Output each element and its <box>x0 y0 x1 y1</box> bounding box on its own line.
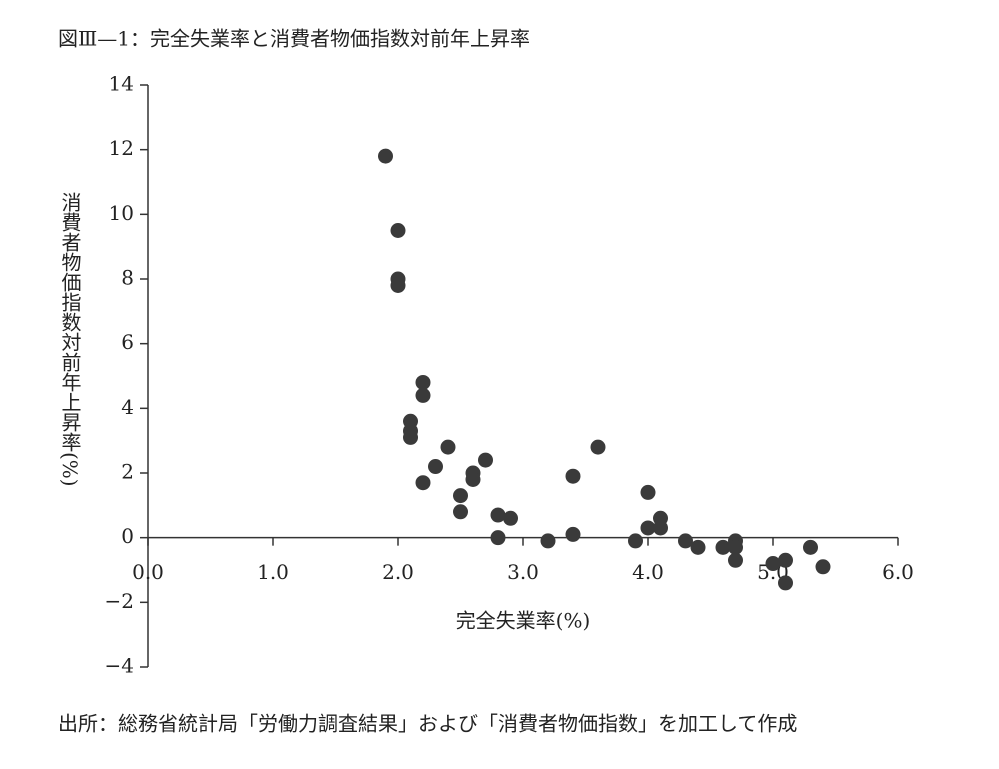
scatter-point <box>728 552 743 568</box>
x-tick-label: 0.0 <box>132 560 164 584</box>
y-tick-label: 14 <box>109 72 134 96</box>
y-tick-label: 8 <box>121 266 134 290</box>
chart-title: 図Ⅲ—1：完全失業率と消費者物価指数対前年上昇率 <box>58 27 530 51</box>
scatter-point <box>778 575 793 591</box>
scatter-point <box>778 552 793 568</box>
scatter-point <box>640 484 656 500</box>
scatter-point <box>565 526 581 542</box>
y-tick-label: −4 <box>105 654 134 678</box>
x-axis-title: 完全失業率(%) <box>456 609 591 633</box>
scatter-point <box>590 439 606 455</box>
scatter-point <box>678 533 693 549</box>
scatter-point <box>378 148 393 164</box>
scatter-point <box>415 475 431 491</box>
scatter-point <box>415 387 431 403</box>
scatter-point <box>815 559 831 575</box>
y-tick-label: 4 <box>121 395 134 419</box>
x-tick-label: 4.0 <box>632 560 664 584</box>
x-tick-label: 6.0 <box>882 560 914 584</box>
y-tick-label: −2 <box>105 589 134 613</box>
y-tick-label: 0 <box>121 524 134 548</box>
scatter-point <box>765 556 781 572</box>
scatter-point <box>628 533 643 549</box>
scatter-point <box>503 510 518 526</box>
scatter-point <box>428 459 443 475</box>
scatter-point <box>728 539 743 555</box>
scatter-point <box>640 520 656 536</box>
scatter-point <box>690 539 706 555</box>
scatter-point <box>478 452 493 468</box>
scatter-point <box>653 520 668 536</box>
y-tick-label: 10 <box>109 201 134 225</box>
scatter-point <box>390 223 406 238</box>
scatter-point <box>490 507 506 523</box>
y-axis-title: 消費者物価指数対前年上昇率(%) <box>58 192 82 487</box>
x-tick-label: 3.0 <box>507 560 539 584</box>
y-tick-label: 12 <box>109 136 134 160</box>
scatter-point <box>715 539 731 555</box>
scatter-point <box>415 374 431 390</box>
x-tick-label: 1.0 <box>257 560 289 584</box>
source-note: 出所：総務省統計局「労働力調査結果」および「消費者物価指数」を加工して作成 <box>58 712 797 736</box>
scatter-point <box>803 539 818 555</box>
scatter-point <box>403 429 418 445</box>
y-tick-label: 6 <box>121 330 134 354</box>
scatter-point <box>490 530 506 546</box>
y-tick-label: 2 <box>121 460 134 484</box>
scatter-point <box>465 471 481 487</box>
scatter-point <box>565 468 581 484</box>
x-tick-label: 2.0 <box>382 560 414 584</box>
scatter-point <box>540 533 556 549</box>
scatter-point <box>453 504 468 520</box>
scatter-point <box>440 439 456 455</box>
scatter-point <box>390 277 406 293</box>
scatter-point <box>453 488 468 504</box>
